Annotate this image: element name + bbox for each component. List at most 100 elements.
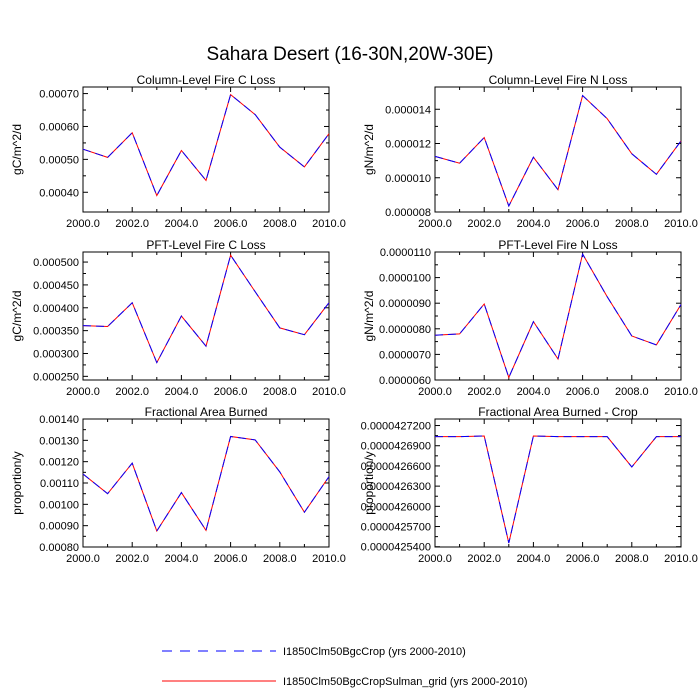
y-tick-label-2: 0.000450 bbox=[33, 280, 79, 292]
y-axis-label-1: gN/m^2/d bbox=[362, 124, 376, 175]
series-line-0-panel-5 bbox=[435, 435, 681, 544]
series-line-1-panel-4 bbox=[82, 435, 330, 533]
x-tick-label-2: 2008.0 bbox=[263, 386, 297, 398]
x-tick-label-3: 2010.0 bbox=[664, 386, 698, 398]
y-tick-label-0: 0.00050 bbox=[39, 154, 79, 166]
y-tick-label-1: 0.000014 bbox=[385, 104, 431, 116]
panel-5: Fractional Area Burned - Crop proportion/… bbox=[361, 405, 698, 565]
panel-1: Column-Level Fire N Loss gN/m^2/d 2000.0 20… bbox=[362, 73, 698, 230]
y-tick-label-5: 0.0000425400 bbox=[361, 542, 431, 554]
panel-2: PFT-Level Fire C Loss gC/m^2/d 2000.0 2002.… bbox=[10, 238, 346, 398]
y-tick-label-2: 0.000250 bbox=[33, 371, 79, 383]
x-tick-label-5: 2010.0 bbox=[664, 553, 698, 565]
x-tick-label-0: 2008.0 bbox=[263, 218, 297, 230]
y-tick-label-3: 0.0000070 bbox=[379, 349, 431, 361]
x-tick-label-1: 2000.0 bbox=[418, 218, 452, 230]
y-tick-label-4: 0.00140 bbox=[39, 414, 79, 426]
series-line-0-panel-4 bbox=[82, 435, 330, 533]
y-axis-label-0: gC/m^2/d bbox=[10, 124, 24, 175]
y-tick-label-5: 0.0000426900 bbox=[361, 441, 431, 453]
panel-title-3: PFT-Level Fire N Loss bbox=[498, 238, 617, 252]
x-tick-label-4: 2010.0 bbox=[312, 553, 346, 565]
y-tick-label-3: 0.0000080 bbox=[379, 324, 431, 336]
y-tick-label-0: 0.00040 bbox=[39, 187, 79, 199]
panel-title-5: Fractional Area Burned - Crop bbox=[478, 405, 638, 419]
y-tick-label-4: 0.00100 bbox=[39, 499, 79, 511]
y-tick-label-5: 0.0000425700 bbox=[361, 522, 431, 534]
panel-4: Fractional Area Burned proportion/y 2000.0… bbox=[10, 405, 346, 565]
series-line-1-panel-3 bbox=[434, 252, 682, 379]
plot-frame-5 bbox=[434, 418, 682, 548]
x-tick-label-2: 2004.0 bbox=[165, 386, 199, 398]
x-tick-label-4: 2000.0 bbox=[66, 553, 100, 565]
x-tick-label-0: 2004.0 bbox=[165, 218, 199, 230]
x-tick-label-5: 2004.0 bbox=[517, 553, 551, 565]
x-tick-label-1: 2006.0 bbox=[566, 218, 600, 230]
y-tick-label-2: 0.000350 bbox=[33, 326, 79, 338]
y-axis-label-3: gN/m^2/d bbox=[362, 291, 376, 342]
x-tick-label-3: 2004.0 bbox=[517, 386, 551, 398]
x-tick-label-2: 2000.0 bbox=[66, 386, 100, 398]
x-tick-label-1: 2008.0 bbox=[615, 218, 649, 230]
x-tick-label-0: 2000.0 bbox=[66, 218, 100, 230]
y-tick-label-5: 0.0000427200 bbox=[361, 421, 431, 433]
series-line-0-panel-0 bbox=[82, 93, 330, 197]
series-line-0-panel-3 bbox=[434, 252, 682, 379]
y-axis-label-5: proportion/y bbox=[362, 451, 376, 514]
x-tick-label-3: 2006.0 bbox=[566, 386, 600, 398]
x-tick-label-4: 2006.0 bbox=[214, 553, 248, 565]
x-tick-label-1: 2004.0 bbox=[517, 218, 551, 230]
x-tick-label-5: 2006.0 bbox=[566, 553, 600, 565]
x-tick-label-4: 2008.0 bbox=[263, 553, 297, 565]
panels: Column-Level Fire C Loss gC/m^2/d 2000.0 20… bbox=[10, 73, 698, 565]
x-tick-label-5: 2008.0 bbox=[615, 553, 649, 565]
x-tick-label-5: 2000.0 bbox=[418, 553, 452, 565]
x-tick-label-4: 2002.0 bbox=[115, 553, 149, 565]
y-tick-label-3: 0.0000060 bbox=[379, 375, 431, 387]
x-tick-label-3: 2000.0 bbox=[418, 386, 452, 398]
x-tick-label-3: 2008.0 bbox=[615, 386, 649, 398]
panel-title-0: Column-Level Fire C Loss bbox=[137, 73, 276, 87]
legend: I1850Clm50BgcCrop (yrs 2000-2010) I1850C… bbox=[162, 646, 528, 688]
series-line-0-panel-2 bbox=[82, 254, 330, 364]
x-tick-label-0: 2010.0 bbox=[312, 218, 346, 230]
panel-title-2: PFT-Level Fire C Loss bbox=[146, 238, 265, 252]
x-tick-label-0: 2006.0 bbox=[214, 218, 248, 230]
series-line-1-panel-5 bbox=[435, 435, 681, 544]
y-tick-label-4: 0.00130 bbox=[39, 435, 79, 447]
y-tick-label-4: 0.00090 bbox=[39, 521, 79, 533]
y-tick-label-5: 0.0000426300 bbox=[361, 481, 431, 493]
x-tick-label-4: 2004.0 bbox=[165, 553, 199, 565]
x-tick-label-1: 2010.0 bbox=[664, 218, 698, 230]
y-tick-label-1: 0.000012 bbox=[385, 139, 431, 151]
y-tick-label-0: 0.00070 bbox=[39, 89, 79, 101]
y-tick-label-1: 0.000010 bbox=[385, 173, 431, 185]
x-tick-label-2: 2002.0 bbox=[115, 386, 149, 398]
y-tick-label-4: 0.00110 bbox=[40, 478, 79, 490]
plot-frame-4 bbox=[82, 418, 330, 548]
y-tick-label-0: 0.00060 bbox=[39, 121, 79, 133]
y-tick-label-3: 0.0000110 bbox=[380, 247, 431, 259]
x-tick-label-1: 2002.0 bbox=[467, 218, 501, 230]
y-tick-label-1: 0.000008 bbox=[385, 207, 431, 219]
y-tick-label-2: 0.000500 bbox=[33, 257, 79, 269]
panel-3: PFT-Level Fire N Loss gN/m^2/d 2000.0 2002.… bbox=[362, 238, 698, 398]
figure-title: Sahara Desert (16-30N,20W-30E) bbox=[207, 44, 494, 65]
plot-frame-1 bbox=[434, 86, 682, 213]
y-tick-label-4: 0.00080 bbox=[39, 542, 79, 554]
plot-frame-0 bbox=[82, 86, 330, 213]
y-axis-label-2: gC/m^2/d bbox=[10, 291, 24, 342]
x-tick-label-3: 2002.0 bbox=[467, 386, 501, 398]
legend-label-0: I1850Clm50BgcCrop (yrs 2000-2010) bbox=[283, 646, 466, 658]
plot-frame-3 bbox=[434, 251, 682, 381]
x-tick-label-0: 2002.0 bbox=[115, 218, 149, 230]
y-tick-label-4: 0.00120 bbox=[39, 457, 79, 469]
y-tick-label-2: 0.000400 bbox=[33, 303, 79, 315]
x-tick-label-5: 2002.0 bbox=[467, 553, 501, 565]
series-line-1-panel-1 bbox=[434, 94, 682, 208]
panel-title-4: Fractional Area Burned bbox=[145, 405, 268, 419]
y-tick-label-2: 0.000300 bbox=[33, 348, 79, 360]
y-tick-label-3: 0.0000090 bbox=[379, 298, 431, 310]
y-tick-label-5: 0.0000426600 bbox=[361, 461, 431, 473]
y-tick-label-5: 0.0000426000 bbox=[361, 501, 431, 513]
